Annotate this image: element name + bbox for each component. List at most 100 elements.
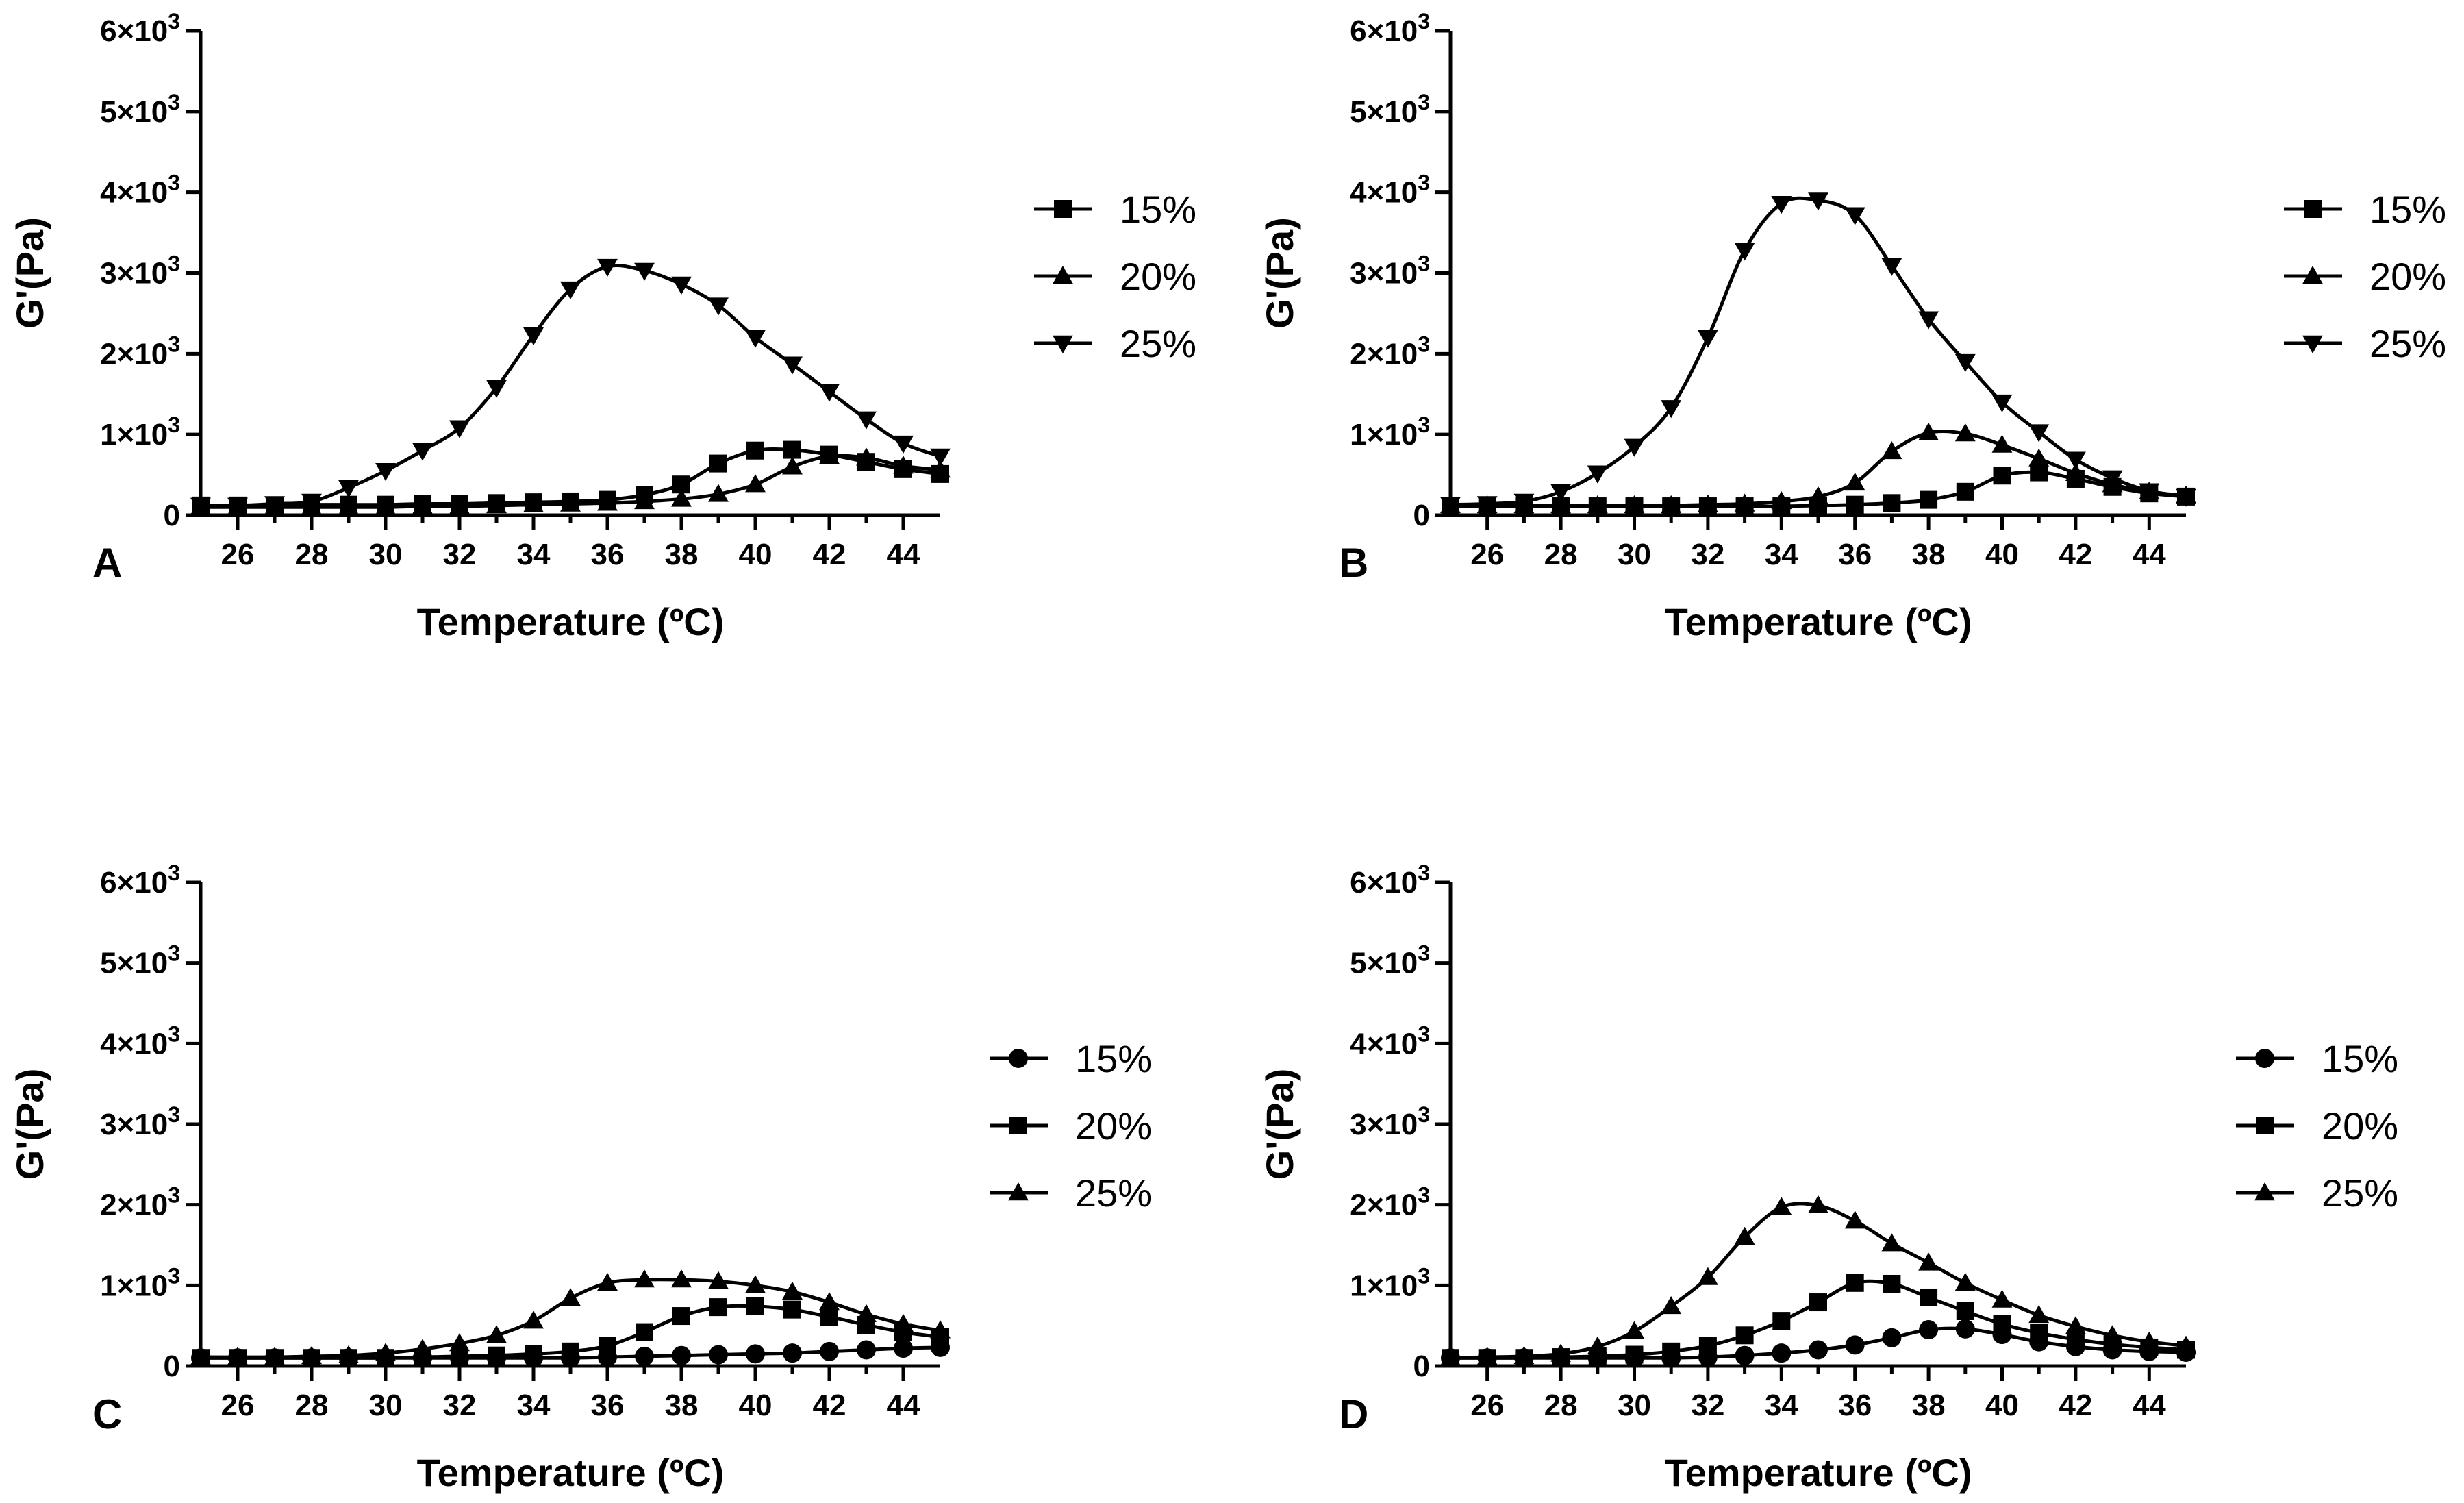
x-tick-label: 44 — [2133, 1389, 2166, 1422]
data-point — [1587, 465, 1608, 484]
y-tick-label-exponent: 3 — [168, 332, 180, 356]
data-point — [1440, 497, 1461, 515]
data-point — [634, 262, 655, 281]
y-tick-label-base: 6×10 — [1350, 866, 1418, 899]
data-point — [819, 1292, 840, 1311]
legend-label: 15% — [1120, 188, 1196, 231]
data-point — [2139, 483, 2160, 501]
x-axis-title: Temperature (ºC) — [1665, 1451, 1972, 1494]
data-point — [560, 1288, 581, 1306]
x-tick-label: 32 — [1691, 1389, 1724, 1422]
legend-label: 25% — [2369, 322, 2446, 365]
x-tick-label: 32 — [443, 538, 477, 571]
y-tick-label-exponent: 3 — [1418, 860, 1430, 885]
data-point — [1919, 1320, 1939, 1340]
y-tick-label-base: 0 — [1413, 1350, 1430, 1383]
data-point — [1991, 434, 2013, 453]
data-point — [2028, 424, 2050, 443]
data-point — [338, 1345, 359, 1363]
data-point — [1661, 495, 1682, 514]
data-point — [562, 1342, 579, 1361]
y-tick-label: 3×103 — [100, 251, 180, 290]
x-tick-label: 28 — [1544, 538, 1578, 571]
data-point — [1918, 311, 1939, 330]
data-point — [1513, 493, 1535, 512]
data-point — [1550, 484, 1572, 502]
series-25pct — [190, 258, 951, 516]
legend-label: 25% — [1120, 322, 1196, 365]
x-tick-label: 36 — [1838, 1389, 1872, 1422]
legend-label: 25% — [1075, 1171, 1152, 1215]
y-tick-label-exponent: 3 — [168, 1183, 180, 1208]
data-point — [1883, 494, 1901, 512]
y-tick-label-exponent: 3 — [1418, 9, 1430, 34]
x-tick-label: 40 — [1985, 538, 2019, 571]
data-point — [1697, 494, 1718, 512]
data-point — [1772, 1312, 1791, 1330]
y-tick-label: 6×103 — [100, 860, 180, 899]
data-point — [893, 456, 914, 474]
data-point — [227, 497, 248, 516]
y-tick-label-exponent: 3 — [168, 1102, 180, 1127]
data-point — [745, 330, 766, 348]
data-point — [634, 1269, 655, 1288]
data-point — [1882, 1328, 1902, 1347]
y-tick-label-base: 0 — [1413, 499, 1430, 532]
legend-marker — [2254, 1182, 2275, 1201]
y-tick-label-exponent: 3 — [168, 941, 180, 966]
panel-label: D — [1339, 1391, 1368, 1437]
legend-marker — [1053, 266, 1073, 284]
data-point — [1881, 1233, 1902, 1252]
y-tick-label: 6×103 — [1350, 9, 1430, 48]
data-point — [820, 1341, 839, 1361]
data-point — [1697, 330, 1718, 348]
x-tick-label: 42 — [2059, 1389, 2092, 1422]
data-point — [338, 497, 359, 515]
data-point — [1771, 195, 1792, 214]
data-point — [1918, 1252, 1939, 1271]
data-point — [1844, 472, 1865, 491]
data-point — [634, 491, 655, 510]
y-tick-label-exponent: 3 — [168, 251, 180, 276]
data-point — [635, 1346, 654, 1366]
y-tick-label: 1×103 — [1350, 412, 1430, 451]
data-point — [1846, 1274, 1864, 1292]
y-tick-label-exponent: 3 — [1418, 251, 1430, 276]
data-point — [671, 488, 692, 507]
x-tick-label: 44 — [2133, 538, 2166, 571]
legend-label: 20% — [2369, 255, 2446, 298]
x-tick-label: 40 — [1985, 1389, 2019, 1422]
data-point — [2065, 462, 2086, 481]
data-point — [1808, 486, 1828, 505]
x-tick-label: 30 — [1618, 1389, 1651, 1422]
data-point — [2102, 1325, 2123, 1343]
panel-label: B — [1339, 540, 1368, 586]
data-point — [523, 494, 544, 512]
data-point — [264, 496, 285, 514]
y-tick-label: 0 — [164, 1350, 180, 1383]
y-tick-label-base: 3×10 — [100, 1108, 168, 1141]
data-point — [1845, 1335, 1865, 1355]
data-point — [1697, 1267, 1718, 1285]
x-tick-label: 36 — [591, 538, 625, 571]
x-tick-label: 26 — [1470, 538, 1504, 571]
panel-label: A — [92, 540, 122, 586]
data-point — [1476, 1347, 1498, 1365]
y-tick-label-base: 4×10 — [1350, 1027, 1418, 1060]
data-point — [525, 1345, 542, 1363]
data-point — [1587, 1336, 1608, 1354]
data-point — [745, 1275, 766, 1293]
data-point — [2065, 451, 2086, 470]
y-tick-label-base: 0 — [164, 499, 180, 532]
y-axis-title: G'(Pa) — [1258, 1069, 1301, 1180]
x-tick-label: 38 — [665, 538, 699, 571]
data-point — [523, 327, 544, 346]
data-point — [1772, 1343, 1792, 1363]
data-point — [746, 1344, 765, 1364]
x-tick-label: 34 — [517, 538, 551, 571]
y-tick-label-base: 0 — [164, 1350, 180, 1383]
data-point — [782, 356, 803, 375]
y-tick-label: 0 — [1413, 1350, 1430, 1383]
